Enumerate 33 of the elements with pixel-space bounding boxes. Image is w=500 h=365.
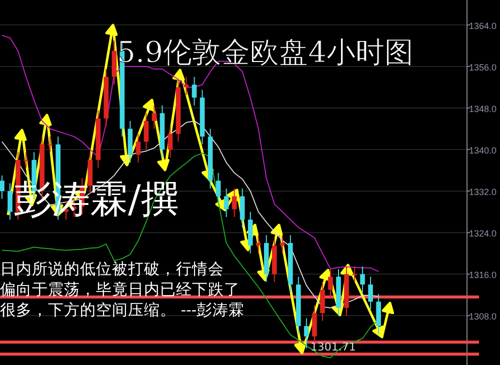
candlestick	[152, 104, 157, 130]
candlestick	[352, 266, 357, 282]
y-tick-label: 1348.0	[469, 104, 497, 114]
candlestick	[368, 276, 373, 310]
candlestick	[48, 136, 52, 153]
candlestick	[8, 182, 12, 220]
y-tick-label: 1340.0	[469, 146, 497, 156]
candlestick	[144, 112, 149, 150]
candlestick	[360, 266, 365, 293]
y-tick-label: 1308.0	[469, 312, 497, 322]
annotation: 日内所说的低位被打破，行情会	[0, 260, 224, 278]
candlestick	[216, 172, 221, 205]
candlestick	[304, 318, 309, 349]
candlestick	[256, 234, 261, 254]
y-tick-label: 1324.0	[469, 228, 497, 239]
candlestick	[192, 76, 197, 106]
candlestick	[280, 234, 285, 254]
candlestick	[168, 126, 173, 158]
candlestick	[24, 152, 28, 168]
candlestick	[328, 268, 333, 298]
annotation: 很多，下方的空间压缩。 ---彭涛霖	[0, 301, 245, 319]
candlestick	[0, 174, 4, 200]
candlestick	[136, 133, 141, 164]
candlestick	[240, 188, 245, 228]
candlestick	[232, 188, 237, 218]
candlestick	[224, 188, 229, 218]
candlestick	[320, 281, 325, 322]
annotation: 偏向于震荡，毕竟日内已经下跌了	[0, 280, 240, 298]
y-tick-label: 1332.0	[469, 187, 497, 198]
y-tick-label: 1356.0	[469, 62, 497, 72]
candlestick	[184, 76, 189, 96]
y-tick-label: 1364.0	[469, 20, 497, 31]
y-tick-label: 1316.0	[469, 270, 497, 280]
